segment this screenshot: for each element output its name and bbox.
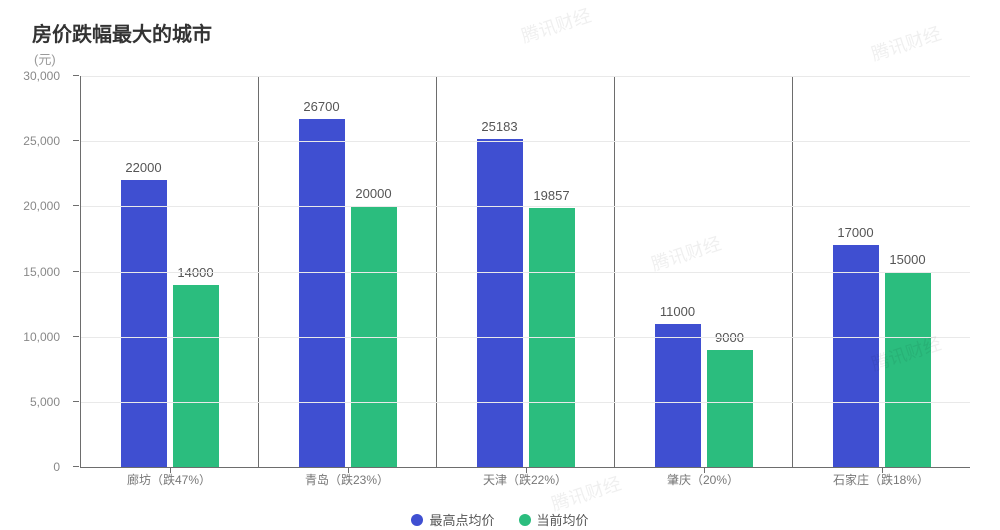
bar-value-label: 11000 — [660, 304, 695, 319]
legend-label: 当前均价 — [537, 510, 589, 529]
y-tick: 25,000 — [71, 141, 72, 142]
bar-value-label: 26700 — [303, 99, 339, 114]
y-tick: 15,000 — [71, 272, 72, 273]
y-tick: 20,000 — [71, 206, 72, 207]
legend-dot-icon — [411, 514, 423, 526]
y-tick-label: 20,000 — [23, 199, 60, 213]
bar-value-label: 20000 — [355, 186, 391, 201]
legend-label: 最高点均价 — [429, 510, 494, 529]
chart-title: 房价跌幅最大的城市 — [32, 18, 970, 47]
legend-item: 最高点均价 — [411, 510, 494, 529]
legend: 最高点均价 当前均价 — [30, 510, 970, 529]
y-tick-label: 15,000 — [23, 265, 60, 279]
chart-subtitle: (元) — [34, 49, 970, 68]
bar-value-label: 22000 — [125, 160, 161, 175]
legend-item: 当前均价 — [519, 510, 589, 529]
y-tick-label: 5,000 — [30, 395, 60, 409]
grid-line — [81, 76, 970, 77]
y-tick-label: 0 — [53, 460, 60, 474]
bar-peak: 11000 — [655, 324, 701, 467]
bar-value-label: 15000 — [889, 252, 925, 267]
bar-current: 14000 — [173, 285, 219, 467]
x-axis-label: 肇庆（20%） — [614, 471, 792, 488]
y-tick-label: 30,000 — [23, 69, 60, 83]
bar-value-label: 19857 — [533, 188, 569, 203]
x-axis-labels: 廊坊（跌47%）青岛（跌23%）天津（跌22%）肇庆（20%）石家庄（跌18%） — [80, 471, 970, 488]
y-tick-label: 10,000 — [23, 330, 60, 344]
grid-line — [81, 272, 970, 273]
grid-line — [81, 141, 970, 142]
grid-line — [81, 337, 970, 338]
grid-line — [81, 206, 970, 207]
legend-dot-icon — [519, 514, 531, 526]
bar-current: 15000 — [885, 272, 931, 468]
y-tick: 10,000 — [71, 337, 72, 338]
bar-peak: 17000 — [833, 245, 879, 467]
bar-peak: 22000 — [121, 180, 167, 467]
bar-peak: 25183 — [477, 139, 523, 467]
bar-current: 9000 — [707, 350, 753, 467]
y-tick: 30,000 — [71, 76, 72, 77]
plot-wrap: 2200014000267002000025183198571100090001… — [80, 76, 970, 486]
x-axis-label: 廊坊（跌47%） — [80, 471, 258, 488]
chart-container: 房价跌幅最大的城市 (元) 22000140002670020000251831… — [0, 0, 1000, 530]
bar-value-label: 25183 — [481, 119, 517, 134]
bar-value-label: 17000 — [837, 225, 873, 240]
x-axis-label: 石家庄（跌18%） — [792, 471, 970, 488]
plot-area: 2200014000267002000025183198571100090001… — [80, 76, 970, 468]
x-axis-label: 天津（跌22%） — [436, 471, 614, 488]
y-tick: 5,000 — [71, 402, 72, 403]
bar-peak: 26700 — [299, 119, 345, 467]
grid-line — [81, 402, 970, 403]
y-tick-label: 25,000 — [23, 134, 60, 148]
y-tick: 0 — [71, 467, 72, 468]
x-axis-label: 青岛（跌23%） — [258, 471, 436, 488]
